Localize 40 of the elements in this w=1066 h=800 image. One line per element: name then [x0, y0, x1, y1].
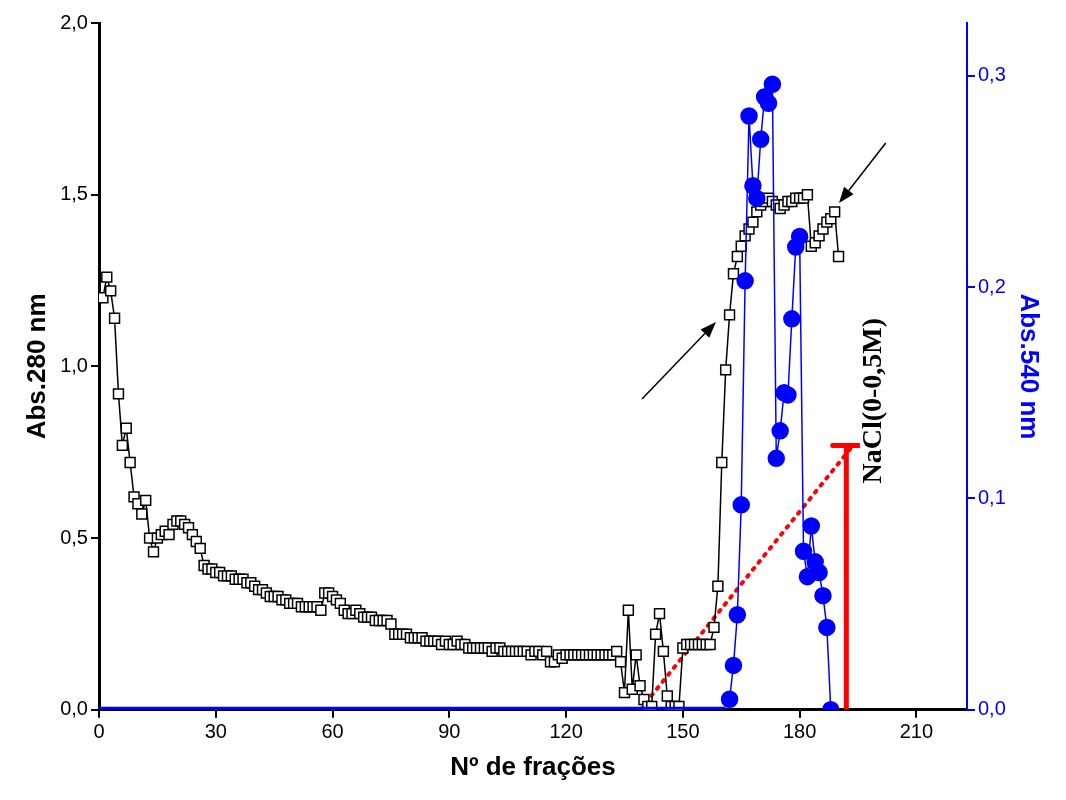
- point: [783, 310, 801, 328]
- point: [810, 563, 828, 582]
- point: [790, 227, 809, 246]
- point: [736, 272, 754, 290]
- y2-tick-label: 0,1: [978, 485, 1006, 508]
- y2-axis-title: Abs.540 nm: [1015, 293, 1046, 440]
- point: [814, 586, 832, 605]
- x-tick-label: 0: [93, 720, 105, 743]
- y-tick-label: 0,5: [60, 525, 88, 548]
- point: [728, 605, 747, 624]
- point: [740, 107, 758, 125]
- point: [724, 656, 743, 675]
- point: [794, 542, 813, 561]
- annotation: NaCl(0-0,5M): [856, 317, 888, 484]
- x-axis-title: Nº de frações: [450, 750, 616, 781]
- x-tick-label: 210: [899, 720, 934, 743]
- point: [763, 75, 782, 94]
- y-tick-label: 1,5: [60, 182, 88, 205]
- point: [767, 449, 786, 468]
- x-tick-label: 180: [782, 720, 817, 743]
- y-tick-label: 1,0: [60, 353, 88, 376]
- y2-tick-label: 0,0: [978, 697, 1006, 720]
- point: [751, 130, 770, 148]
- point: [759, 94, 778, 113]
- y-axis-title: Abs.280 nm: [20, 293, 51, 440]
- y2-tick-label: 0,3: [978, 63, 1006, 86]
- y-tick-label: 2,0: [60, 10, 88, 33]
- x-tick-label: 120: [549, 720, 583, 743]
- x-tick-label: 60: [321, 720, 344, 743]
- y-tick-label: 0,0: [60, 697, 88, 720]
- y2-tick-label: 0,2: [978, 274, 1006, 297]
- point: [818, 618, 836, 637]
- point: [802, 517, 821, 535]
- point: [732, 496, 750, 514]
- x-tick-label: 90: [438, 720, 461, 743]
- x-tick-label: 150: [666, 720, 700, 743]
- point: [771, 422, 789, 440]
- point: [720, 690, 739, 708]
- point: [748, 189, 766, 208]
- x-tick-label: 30: [204, 720, 227, 743]
